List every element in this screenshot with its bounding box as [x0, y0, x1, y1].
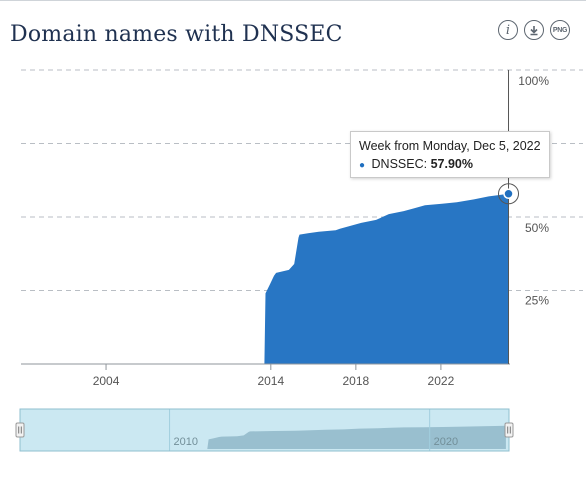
- series-dot-icon: ●: [359, 160, 366, 171]
- tooltip-title: Week from Monday, Dec 5, 2022: [359, 139, 541, 153]
- navigator-handle-right[interactable]: [504, 422, 514, 438]
- y-axis-ticks: 25% 50% 100%: [518, 74, 549, 308]
- chart-title: Domain names with DNSSEC: [10, 22, 343, 47]
- navigator-ticks: 2010 2020: [169, 409, 458, 451]
- nav-handle-left-grip[interactable]: [15, 422, 25, 438]
- y-tick-label-0: 25%: [525, 294, 549, 308]
- highlight-point[interactable]: [503, 188, 514, 200]
- nav-handle-right-grip[interactable]: [504, 422, 514, 438]
- x-tick-label-1: 2014: [257, 374, 284, 388]
- highlight-ring: [498, 183, 520, 205]
- navigator-tick-label-1: 2020: [434, 436, 458, 448]
- x-axis-ticks: 2004 2014 2018 2022: [93, 364, 455, 388]
- download-icon[interactable]: [524, 20, 544, 40]
- tooltip: Week from Monday, Dec 5, 2022 ● DNSSEC: …: [350, 131, 550, 178]
- series-area-dnssec[interactable]: [264, 193, 509, 364]
- tooltip-colon: :: [423, 157, 431, 171]
- tooltip-series-label: DNSSEC: [371, 157, 424, 171]
- info-icon[interactable]: i: [498, 20, 518, 40]
- chart-toolbar: i PNG: [498, 20, 570, 40]
- navigator-series-area: [207, 425, 506, 449]
- navigator-handle-left[interactable]: [15, 422, 25, 438]
- x-tick-label-3: 2022: [428, 374, 455, 388]
- tooltip-row: ● DNSSEC: 57.90%: [359, 157, 541, 171]
- y-tick-label-2: 100%: [518, 74, 549, 88]
- top-border: [0, 0, 586, 1]
- png-export-button[interactable]: PNG: [550, 20, 570, 40]
- download-arrow-icon: [530, 25, 538, 35]
- y-tick-label-1: 50%: [525, 221, 549, 235]
- navigator[interactable]: 2010 2020: [15, 408, 514, 452]
- x-tick-label-2: 2018: [343, 374, 370, 388]
- tooltip-value: 57.90%: [430, 157, 473, 171]
- x-tick-label-0: 2004: [93, 374, 120, 388]
- navigator-selection[interactable]: [19, 408, 510, 452]
- navigator-tick-label-0: 2010: [174, 436, 198, 448]
